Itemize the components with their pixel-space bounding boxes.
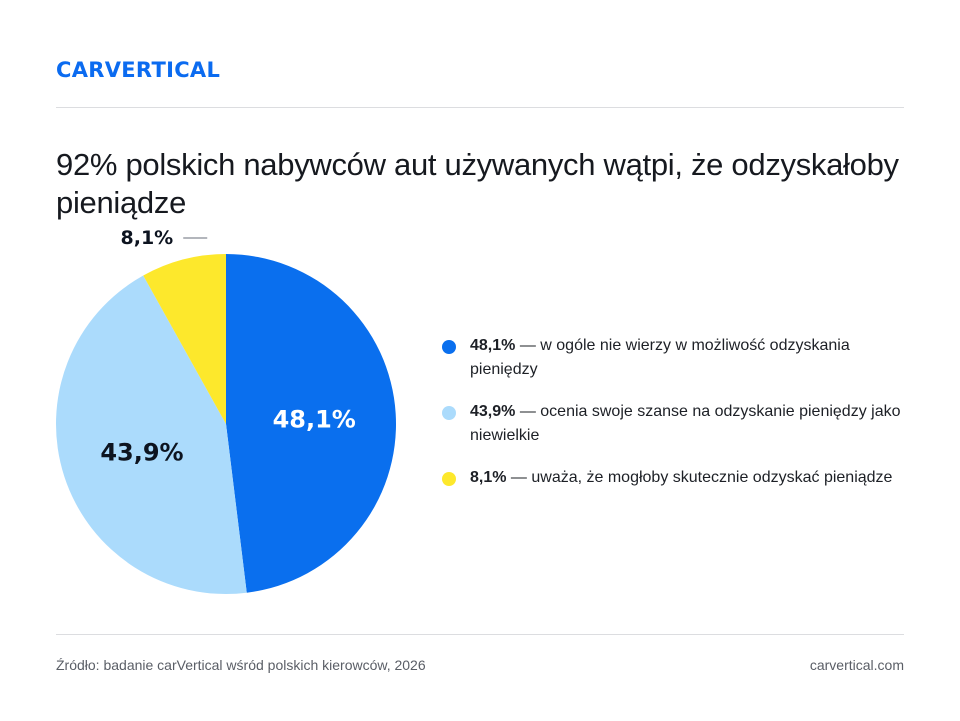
- page-title: 92% polskich nabywców aut używanych wątp…: [56, 147, 899, 220]
- legend-swatch: [442, 340, 456, 354]
- pie-slice-1: [226, 254, 397, 593]
- pie-slice-label-3: 8,1%: [121, 227, 174, 249]
- pie-slice-3: [143, 254, 226, 424]
- pie-slice-label-1: 48,1%: [273, 406, 356, 434]
- legend-description: — w ogóle nie wierzy w możliwość odzyska…: [470, 337, 850, 378]
- legend-swatch: [442, 406, 456, 420]
- footer-divider: [56, 634, 904, 635]
- legend-description: — uważa, że mogłoby skutecznie odzyskać …: [506, 469, 893, 486]
- legend-item: 48,1% — w ogóle nie wierzy w możliwość o…: [442, 334, 912, 382]
- legend-value: 48,1%: [470, 337, 516, 354]
- legend-item: 43,9% — ocenia swoje szanse na odzyskani…: [442, 400, 912, 448]
- legend-description: — ocenia swoje szanse na odzyskanie pien…: [470, 403, 901, 444]
- legend-swatch: [442, 472, 456, 486]
- chart-legend: 48,1% — w ogóle nie wierzy w możliwość o…: [442, 334, 912, 508]
- legend-value: 8,1%: [470, 469, 507, 486]
- pie-chart: 48,1% 43,9% 8,1%: [56, 227, 397, 594]
- website-link[interactable]: carvertical.com: [809, 657, 904, 673]
- pie-slice-label-2: 43,9%: [100, 438, 183, 466]
- source-note: Źródło: badanie carVertical wśród polski…: [56, 657, 426, 673]
- pie-slice-2: [56, 275, 247, 594]
- legend-value: 43,9%: [470, 403, 516, 420]
- header-divider: [56, 107, 904, 108]
- legend-item: 8,1% — uważa, że mogłoby skutecznie odzy…: [442, 466, 912, 490]
- carvertical-logo: CARVERTICAL: [56, 58, 221, 82]
